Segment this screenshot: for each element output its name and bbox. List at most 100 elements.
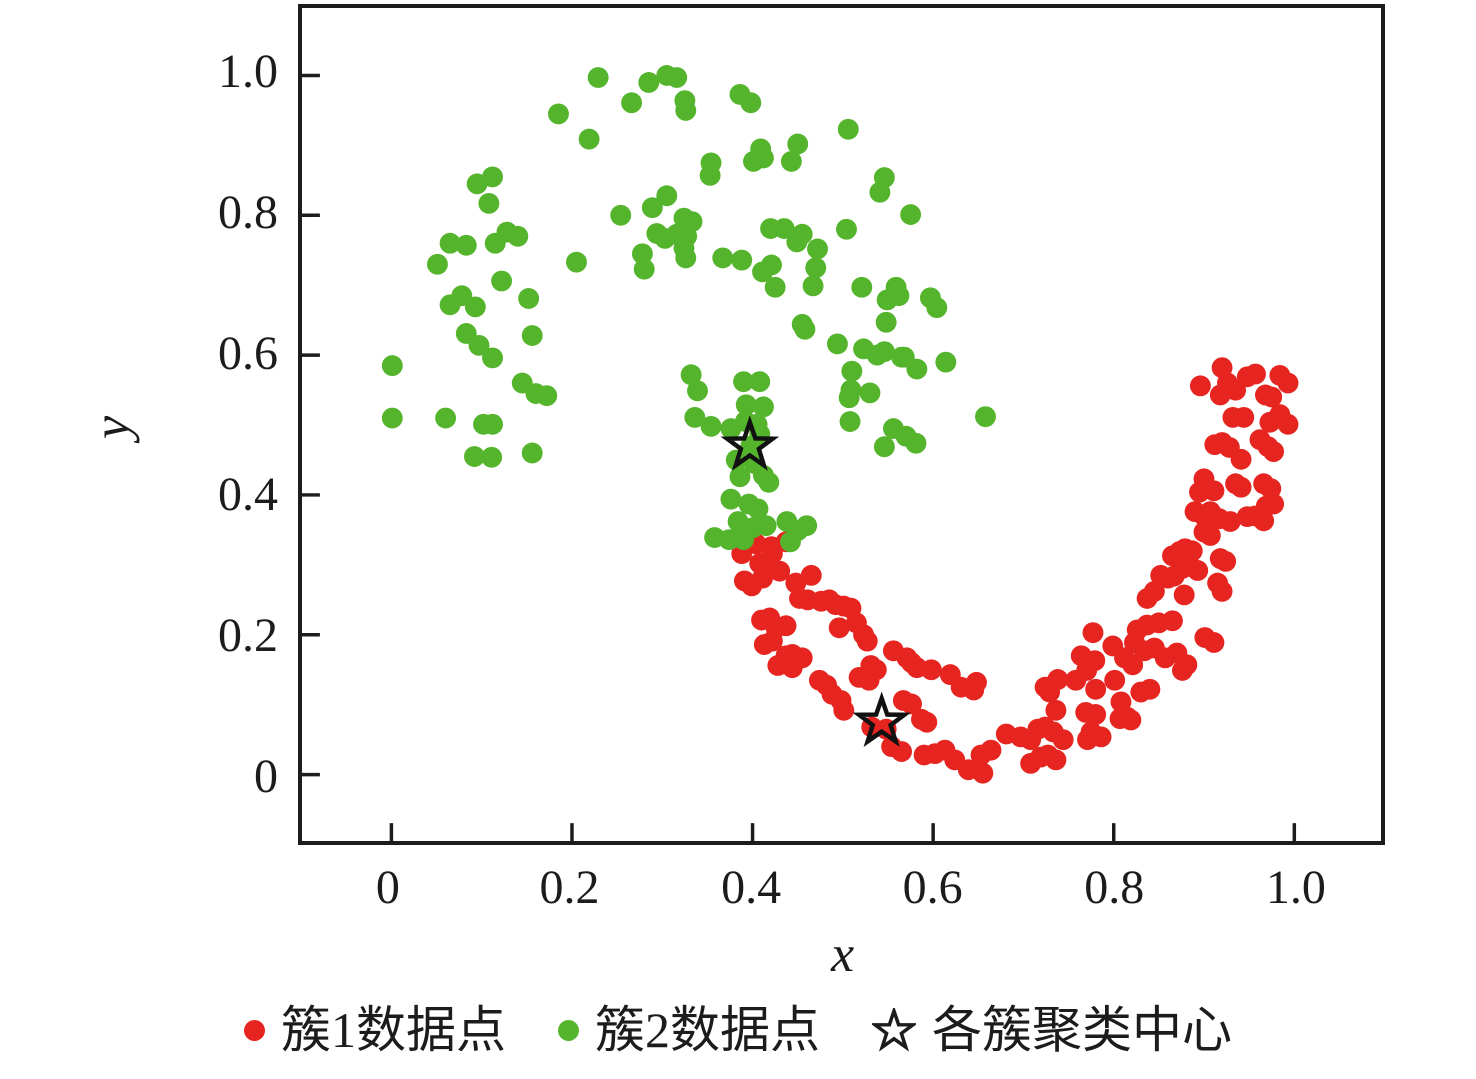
cluster1-data-point — [1199, 525, 1221, 546]
cluster2-data-point — [747, 498, 769, 520]
cluster1-data-point — [752, 567, 773, 589]
cluster1-data-point — [1187, 560, 1209, 581]
cluster1-data-point — [1077, 729, 1098, 751]
cluster2-data-point — [521, 325, 543, 346]
cluster2-data-point — [859, 382, 881, 404]
cluster1-data-point — [1104, 669, 1126, 691]
cluster2-data-point — [482, 413, 503, 435]
cluster2-data-point — [875, 311, 897, 333]
legend-label-centers: 各簇聚类中心 — [932, 1002, 1232, 1058]
cluster1-data-point — [800, 564, 822, 586]
legend-item-cluster1: 簇1数据点 — [244, 1000, 506, 1060]
cluster1-data-point — [901, 693, 922, 715]
cluster1-data-point — [833, 699, 855, 721]
cluster2-data-point — [548, 103, 569, 125]
cluster2-data-point — [975, 406, 996, 428]
cluster2-data-point — [794, 318, 816, 340]
x-axis-label: x — [830, 926, 855, 983]
cluster1-data-point — [972, 762, 994, 784]
cluster2-data-point — [755, 515, 777, 537]
cluster1-data-point — [1143, 580, 1165, 602]
cluster2-data-point — [656, 185, 678, 207]
cluster2-data-point — [435, 407, 457, 429]
cluster1-data-point — [1120, 709, 1142, 731]
cluster2-data-point — [521, 442, 543, 464]
cluster2-data-point — [687, 380, 708, 402]
cluster1-data-point — [769, 560, 791, 582]
cluster1-data-point — [1085, 704, 1107, 725]
cluster2-data-point — [718, 529, 740, 551]
cluster2-data-point — [733, 371, 754, 393]
cluster2-data-point — [773, 218, 795, 239]
cluster2-data-point — [893, 346, 915, 368]
cluster-center-star — [852, 691, 911, 748]
cluster2-data-point — [482, 166, 503, 188]
cluster1-data-point — [858, 669, 880, 691]
cluster2-data-point — [780, 150, 802, 172]
cluster1-data-point — [1045, 749, 1067, 771]
cluster2-data-point — [935, 351, 957, 373]
cluster2-data-point — [666, 67, 688, 88]
cluster1-data-point — [1219, 511, 1241, 532]
y-tick-label: 0.2 — [218, 609, 278, 663]
y-tick-label: 0.8 — [218, 186, 278, 240]
cluster1-data-point — [1245, 363, 1266, 385]
cluster2-data-point — [381, 355, 403, 377]
cluster2-data-point — [873, 341, 895, 363]
cluster2-data-point — [675, 100, 697, 121]
cluster2-data-point — [439, 232, 461, 254]
cluster2-data-point — [796, 515, 818, 537]
cluster2-data-point — [735, 394, 757, 416]
cluster2-data-point — [381, 407, 403, 429]
cluster2-data-point — [838, 387, 860, 409]
legend-item-centers: 各簇聚类中心 — [872, 1000, 1232, 1060]
cluster1-data-point — [1082, 622, 1104, 644]
cluster2-data-point — [439, 294, 461, 316]
cluster2-data-point — [684, 406, 706, 428]
cluster2-data-point — [610, 204, 632, 226]
x-tick-label: 0.2 — [539, 861, 600, 914]
cluster1-data-point — [1277, 413, 1299, 435]
cluster1-data-point — [1230, 476, 1252, 498]
legend: 簇1数据点 簇2数据点 各簇聚类中心 — [0, 990, 1476, 1070]
cluster2-data-point — [740, 92, 762, 114]
cluster1-data-point — [1085, 678, 1107, 700]
x-tick-label: 0 — [375, 861, 400, 914]
cluster1-data-point — [1189, 481, 1210, 503]
cluster2-data-point — [578, 128, 600, 150]
cluster1-data-point — [1203, 632, 1225, 653]
cluster2-dot-icon — [558, 1019, 579, 1041]
cluster2-data-point — [807, 238, 828, 260]
cluster2-data-point — [455, 234, 477, 256]
legend-item-cluster2: 簇2数据点 — [558, 1000, 820, 1060]
x-tick-label: 0.6 — [902, 861, 963, 914]
cluster2-data-point — [758, 471, 780, 493]
cluster1-data-point — [761, 630, 783, 652]
cluster2-data-point — [587, 67, 609, 88]
y-tick-label: 0.4 — [218, 468, 278, 522]
cluster2-data-point — [700, 152, 722, 174]
cluster2-data-point — [464, 296, 486, 318]
cluster1-data-point — [1277, 372, 1299, 394]
cluster2-data-point — [733, 529, 754, 551]
y-axis-label: y — [83, 415, 141, 440]
cluster1-data-point — [1233, 406, 1255, 428]
cluster1-data-point — [1209, 384, 1231, 406]
cluster-center-star — [720, 415, 780, 471]
cluster2-data-point — [873, 167, 895, 188]
cluster1-data-point — [1171, 660, 1193, 681]
cluster2-data-point — [478, 192, 500, 214]
x-tick-label: 0.4 — [721, 861, 782, 914]
cluster2-data-point — [805, 257, 827, 279]
cluster1-data-point — [1263, 441, 1285, 462]
cluster2-data-point — [888, 285, 910, 307]
cluster2-data-point — [720, 488, 742, 510]
cluster2-data-point — [507, 225, 529, 247]
cluster1-dot-icon — [244, 1019, 265, 1041]
cluster2-data-point — [566, 251, 587, 273]
cluster2-data-point — [837, 118, 859, 140]
cluster2-data-point — [900, 204, 922, 225]
cluster1-data-point — [761, 543, 783, 565]
cluster1-data-point — [1034, 676, 1056, 698]
